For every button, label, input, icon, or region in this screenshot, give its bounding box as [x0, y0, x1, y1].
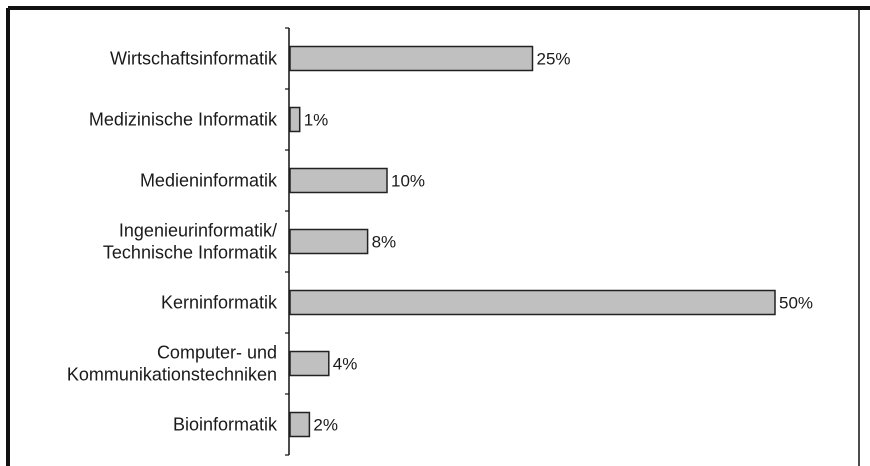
value-label-5: 4% — [333, 355, 358, 374]
bar-6 — [289, 411, 311, 438]
category-label-5-1: Kommunikationstechniken — [67, 365, 277, 385]
category-label-2: Medieninformatik — [140, 171, 278, 191]
value-label-3: 8% — [372, 233, 397, 252]
category-label-3-1: Technische Informatik — [103, 243, 278, 263]
bar-4 — [289, 289, 776, 316]
bar-2 — [289, 167, 388, 194]
value-label-2: 10% — [391, 172, 425, 191]
bar-1 — [289, 106, 301, 133]
category-label-0: Wirtschaftsinformatik — [110, 49, 278, 69]
value-label-1: 1% — [304, 111, 329, 130]
category-label-5-0: Computer- und — [157, 343, 277, 363]
bar-0 — [289, 45, 534, 72]
value-label-0: 25% — [537, 50, 571, 69]
value-label-6: 2% — [313, 416, 338, 435]
category-label-4: Kerninformatik — [161, 293, 278, 313]
category-label-3-0: Ingenieurinformatik/ — [119, 221, 277, 241]
bar-5 — [289, 350, 330, 377]
bar-3 — [289, 228, 369, 255]
value-label-4: 50% — [779, 294, 813, 313]
category-label-1: Medizinische Informatik — [89, 110, 278, 130]
category-label-6: Bioinformatik — [173, 415, 278, 435]
